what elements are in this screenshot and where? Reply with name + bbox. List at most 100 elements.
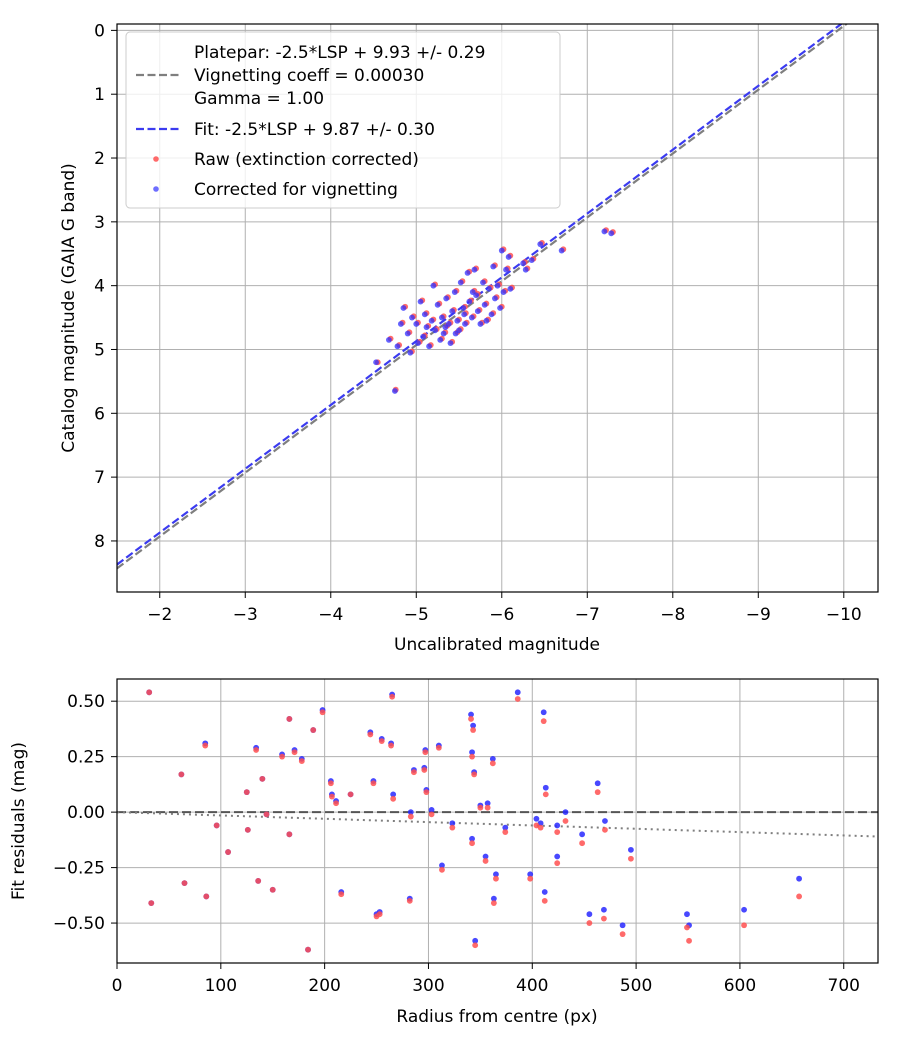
top-corrected-point <box>488 311 495 318</box>
bottom-raw-point <box>468 716 474 722</box>
bottom-raw-point <box>471 771 478 778</box>
top-corrected-point <box>404 330 411 337</box>
legend-fit-label: Fit: -2.5*LSP + 9.87 +/- 0.30 <box>194 120 435 140</box>
bottom-raw-point <box>310 727 317 733</box>
legend-raw-label: Raw (extinction corrected) <box>194 150 419 170</box>
bottom-raw-point <box>686 937 692 944</box>
bottom-corrected-point <box>489 755 496 762</box>
top-corrected-point <box>428 317 435 324</box>
bottom-x-tick-label: 600 <box>724 976 756 996</box>
bottom-corrected-point <box>619 922 626 929</box>
bottom-raw-point <box>338 891 345 898</box>
bottom-corrected-point <box>407 809 414 816</box>
top-corrected-point <box>500 289 507 295</box>
top-corrected-point <box>439 314 445 321</box>
bottom-raw-point <box>255 878 262 884</box>
top-corrected-point <box>464 269 471 276</box>
bottom-raw-point <box>376 911 383 918</box>
bottom-raw-point <box>554 829 561 835</box>
bottom-x-tick-label: 300 <box>412 976 444 996</box>
top-corrected-point <box>449 308 456 315</box>
bottom-raw-point <box>411 769 417 776</box>
top-corrected-point <box>454 317 461 324</box>
top-corrected-point <box>608 230 615 237</box>
bottom-raw-point <box>602 826 608 833</box>
top-y-tick-label: 1 <box>94 85 105 105</box>
bottom-corrected-point <box>554 822 561 829</box>
bottom-vignetting-trend-line <box>117 811 878 838</box>
bottom-y-ticks: 0.50 0.25 0.00 −0.25 −0.50 <box>53 692 117 934</box>
legend-platepar-line2: Vignetting coeff = 0.00030 <box>194 66 424 86</box>
top-corrected-point <box>483 317 490 324</box>
bottom-corrected-point <box>741 906 747 913</box>
bottom-x-tick-label: 700 <box>828 976 860 996</box>
bottom-raw-point <box>407 813 414 820</box>
top-y-tick-label: 6 <box>94 404 105 424</box>
top-corrected-point <box>558 247 565 254</box>
top-data-points <box>373 227 616 394</box>
top-y-tick-label: 8 <box>94 532 105 552</box>
bottom-y-tick-label: 0.25 <box>67 748 105 768</box>
bottom-raw-point <box>421 767 428 773</box>
bottom-raw-point <box>181 880 188 887</box>
bottom-raw-point <box>367 731 374 738</box>
bottom-corrected-point <box>594 780 601 787</box>
top-plot-frame <box>116 23 879 593</box>
bottom-corrected-point <box>449 820 456 827</box>
bottom-raw-point <box>259 775 266 782</box>
bottom-x-axis-title: Radius from centre (px) <box>396 1007 597 1027</box>
bottom-raw-point <box>586 920 593 926</box>
top-corrected-point <box>460 305 467 311</box>
bottom-x-tick-label: 100 <box>205 976 237 996</box>
bottom-raw-point <box>482 858 489 864</box>
top-corrected-point <box>373 359 379 366</box>
top-x-tick-label: −5 <box>404 605 429 625</box>
bottom-raw-point <box>253 747 260 753</box>
bottom-raw-point <box>502 829 509 835</box>
legend-raw-marker <box>153 156 159 162</box>
top-corrected-point <box>468 314 475 321</box>
bottom-corrected-point <box>601 906 607 913</box>
top-y-ticks: 0 1 2 3 4 5 6 7 8 <box>94 21 117 552</box>
top-corrected-point <box>430 282 437 289</box>
top-corrected-point <box>447 340 454 347</box>
top-y-tick-label: 4 <box>94 277 105 297</box>
top-y-axis-title: Catalog magnitude (GAIA G band) <box>59 163 79 453</box>
bottom-raw-point <box>378 738 385 745</box>
top-x-tick-label: −8 <box>660 605 685 625</box>
bottom-x-tick-label: 500 <box>620 976 652 996</box>
top-corrected-point <box>498 247 505 254</box>
bottom-raw-point <box>541 897 548 904</box>
bottom-raw-point <box>490 900 497 906</box>
top-corrected-point <box>417 298 424 305</box>
bottom-raw-point <box>225 849 231 855</box>
top-corrected-point <box>413 321 420 327</box>
top-corrected-point <box>397 321 404 327</box>
bottom-raw-point <box>684 924 690 931</box>
bottom-x-tick-label: 400 <box>516 976 548 996</box>
top-x-ticks: −2 −3 −4 −5 −6 −7 −8 −9 −10 <box>147 592 862 625</box>
bottom-corrected-point <box>482 853 489 860</box>
bottom-corrected-point <box>493 871 499 878</box>
bottom-raw-point <box>796 893 802 900</box>
top-corrected-point <box>480 279 486 286</box>
bottom-raw-point <box>202 742 209 749</box>
bottom-corrected-point <box>527 871 534 878</box>
top-corrected-point <box>461 311 468 318</box>
top-corrected-point <box>520 260 527 267</box>
bottom-raw-point <box>484 804 491 811</box>
bottom-raw-point <box>390 795 397 802</box>
top-corrected-point <box>503 266 509 273</box>
top-corrected-point <box>452 330 459 337</box>
top-corrected-point <box>426 343 432 350</box>
top-corrected-point <box>415 340 421 347</box>
top-x-tick-label: −9 <box>746 605 771 625</box>
top-corrected-point <box>537 241 544 248</box>
bottom-corrected-point <box>796 875 802 882</box>
top-corrected-point <box>528 257 535 264</box>
bottom-corrected-point <box>684 911 690 918</box>
top-corrected-point <box>443 295 450 302</box>
bottom-y-tick-label: 0.50 <box>67 692 105 712</box>
top-corrected-point <box>423 324 430 331</box>
top-corrected-point <box>522 266 529 273</box>
